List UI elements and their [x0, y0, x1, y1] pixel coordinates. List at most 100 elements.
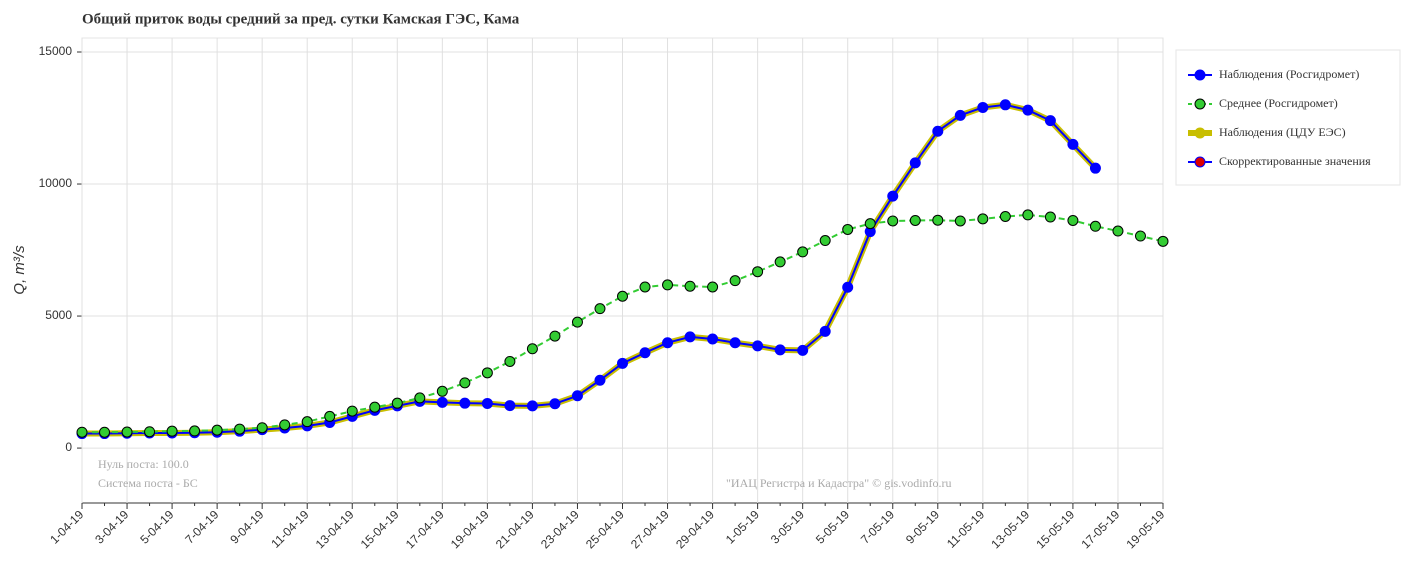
y-tick-label: 0	[65, 440, 72, 454]
point-marker	[977, 213, 989, 225]
point-marker	[571, 390, 583, 402]
point-marker	[459, 377, 471, 389]
point-marker	[211, 424, 223, 436]
legend-marker	[1194, 98, 1206, 110]
x-tick-label: 3-05-19	[768, 507, 807, 546]
point-marker	[842, 223, 854, 235]
point-marker	[999, 99, 1011, 111]
point-marker	[752, 266, 764, 278]
point-marker	[864, 218, 876, 230]
point-marker	[414, 392, 426, 404]
point-marker	[369, 401, 381, 413]
point-marker	[662, 337, 674, 349]
x-tick-label: 17-04-19	[403, 507, 447, 551]
point-marker	[99, 426, 111, 438]
point-marker	[481, 367, 493, 379]
x-tick-label: 5-05-19	[813, 507, 852, 546]
point-marker	[684, 280, 696, 292]
point-marker	[1089, 162, 1101, 174]
point-marker	[504, 400, 516, 412]
point-marker	[887, 190, 899, 202]
point-marker	[774, 256, 786, 268]
legend-label: Скорректированные значения	[1219, 154, 1371, 168]
x-tick-label: 9-05-19	[903, 507, 942, 546]
point-marker	[842, 281, 854, 293]
x-tick-label: 25-04-19	[583, 507, 627, 551]
y-tick-label: 15000	[39, 44, 73, 58]
point-marker	[932, 125, 944, 137]
x-tick-label: 1-05-19	[723, 507, 762, 546]
point-marker	[999, 211, 1011, 223]
point-marker	[617, 357, 628, 369]
point-marker	[1044, 211, 1056, 223]
point-marker	[797, 344, 809, 356]
point-marker	[436, 396, 448, 408]
legend-marker	[1194, 127, 1206, 139]
point-marker	[1044, 115, 1056, 127]
point-marker	[1112, 225, 1124, 237]
x-tick-label: 9-04-19	[227, 507, 266, 546]
point-marker	[932, 214, 944, 226]
x-tick-label: 7-05-19	[858, 507, 897, 546]
point-marker	[1157, 235, 1169, 247]
legend-box	[1175, 49, 1401, 186]
point-marker	[797, 246, 809, 258]
point-marker	[594, 374, 606, 386]
x-tick-label: 19-04-19	[448, 507, 492, 551]
point-marker	[752, 340, 764, 352]
point-marker	[594, 303, 606, 315]
annotation: "ИАЦ Регистра и Кадастра" © gis.vodinfo.…	[726, 476, 952, 490]
annotation: Система поста - БС	[98, 476, 198, 490]
point-marker	[1067, 214, 1079, 226]
point-marker	[819, 325, 831, 337]
x-tick-label: 11-04-19	[268, 507, 311, 550]
point-marker	[571, 316, 583, 328]
point-marker	[819, 235, 831, 247]
x-tick-label: 11-05-19	[944, 507, 987, 550]
point-marker	[504, 355, 516, 367]
point-marker	[526, 400, 538, 412]
y-tick-label: 5000	[45, 308, 72, 322]
point-marker	[662, 279, 674, 291]
legend-marker	[1194, 156, 1206, 168]
point-marker	[166, 425, 178, 437]
point-marker	[324, 410, 336, 422]
point-marker	[391, 397, 403, 409]
point-marker	[684, 331, 696, 343]
point-marker	[887, 215, 899, 227]
point-marker	[346, 405, 358, 417]
x-tick-label: 13-04-19	[313, 507, 357, 551]
point-marker	[76, 426, 88, 438]
point-marker	[909, 214, 921, 226]
x-tick-label: 23-04-19	[538, 507, 582, 551]
point-marker	[639, 281, 651, 293]
point-marker	[617, 290, 628, 302]
point-marker	[549, 398, 561, 410]
point-marker	[1089, 220, 1101, 232]
legend: Наблюдения (Росгидромет) Среднее (Росгидр…	[1188, 67, 1371, 168]
point-marker	[707, 281, 719, 293]
x-tick-label: 3-04-19	[92, 507, 131, 546]
x-tick-label: 29-04-19	[673, 507, 717, 551]
point-marker	[774, 344, 786, 356]
point-marker	[144, 426, 156, 438]
point-marker	[729, 337, 741, 349]
legend-label: Среднее (Росгидромет)	[1219, 96, 1338, 110]
point-marker	[1134, 230, 1146, 242]
point-marker	[436, 385, 448, 397]
x-tick-label: 17-05-19	[1078, 507, 1122, 551]
chart-title: Общий приток воды средний за пред. сутки…	[82, 11, 520, 27]
x-tick-label: 5-04-19	[137, 507, 176, 546]
point-marker	[729, 275, 741, 287]
point-marker	[189, 425, 201, 437]
point-marker	[459, 397, 471, 409]
point-marker	[279, 419, 291, 431]
point-marker	[481, 397, 493, 409]
annotation: Нуль поста: 100.0	[98, 457, 189, 471]
x-tick-label: 19-05-19	[1123, 507, 1167, 551]
legend-label: Наблюдения (ЦДУ ЕЭС)	[1219, 125, 1346, 139]
y-axis-label: Q, m³/s	[11, 245, 28, 295]
point-marker	[549, 330, 561, 342]
point-marker	[639, 347, 651, 359]
